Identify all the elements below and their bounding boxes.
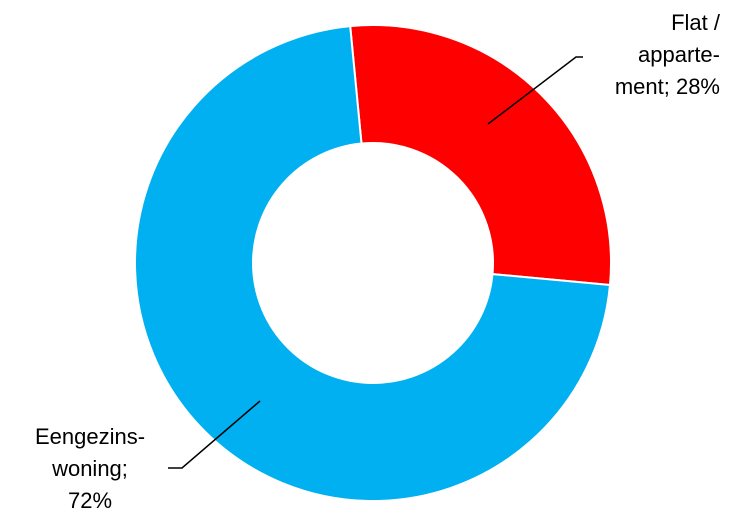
data-label-line: woning; [51,456,128,481]
data-labels-group: Flat / apparte-ment; 28% Eengezins-woning;… [35,10,721,513]
leader-line-eengezins-woning [168,400,261,469]
data-label-line: Flat / [671,10,721,35]
data-label-eengezins-woning: Eengezins-woning; 72% [35,424,145,513]
data-label-line: ment; 28% [615,74,720,99]
data-label-flat-apparte-ment: Flat / apparte-ment; 28% [615,10,721,99]
slice-flat-apparte-ment [349,24,612,287]
slices-group [134,24,612,502]
data-label-line: 72% [68,488,112,513]
data-label-line: apparte- [638,42,720,67]
slice-eengezins-woning [134,25,612,502]
leader-line-flat-apparte-ment [487,56,583,125]
data-label-line: Eengezins- [35,424,145,449]
leader-lines-group [168,56,583,469]
